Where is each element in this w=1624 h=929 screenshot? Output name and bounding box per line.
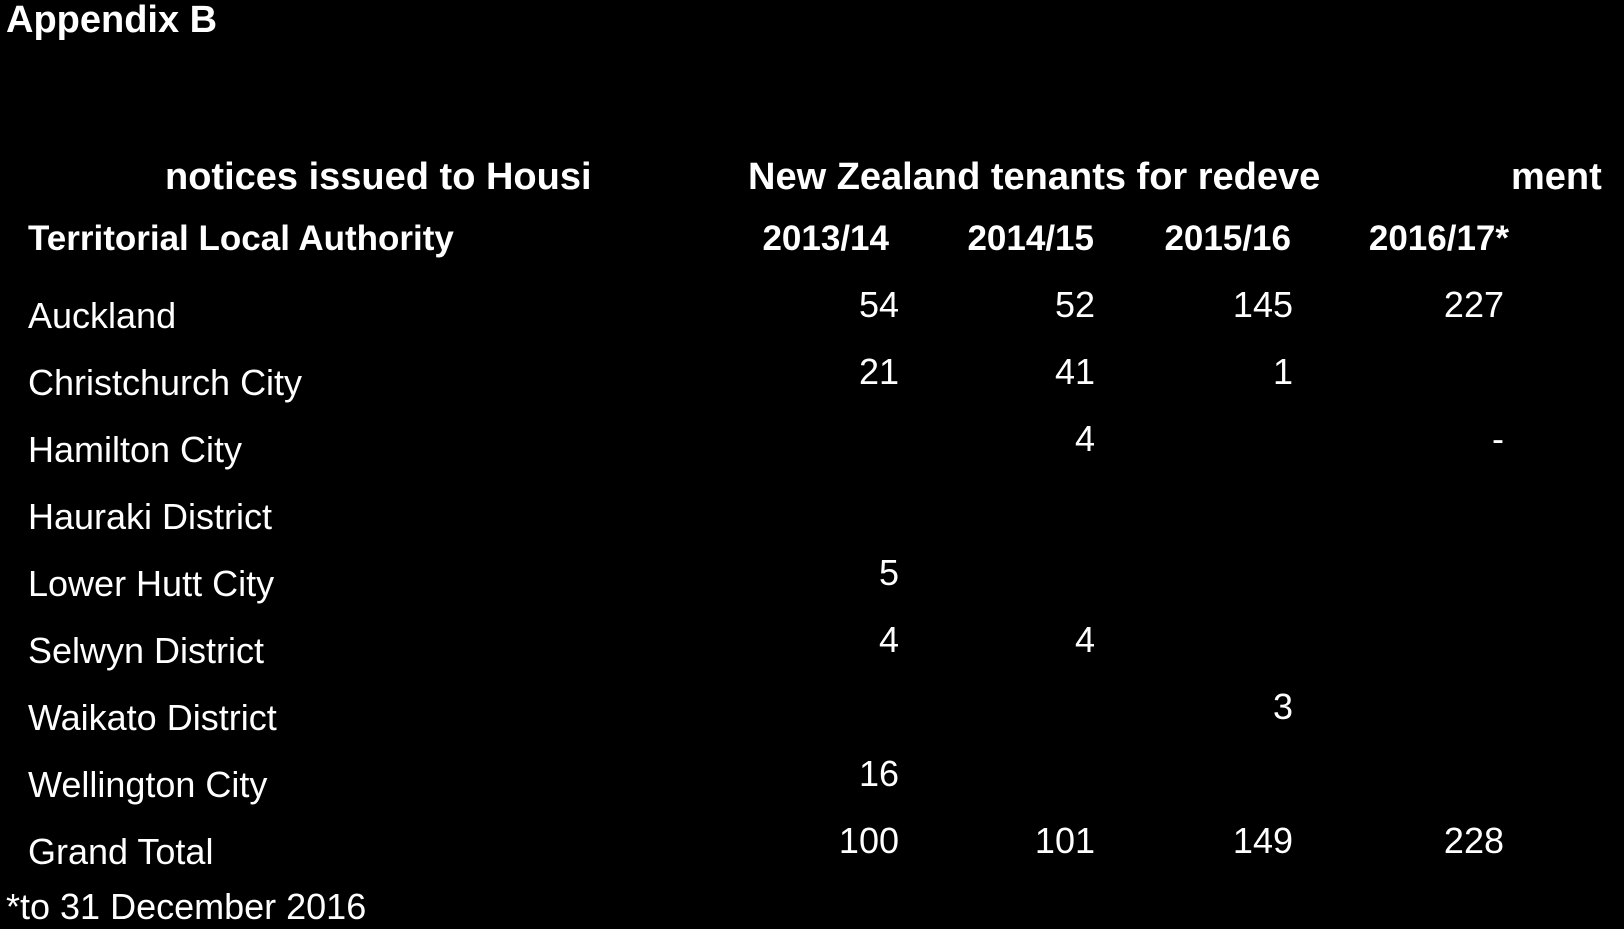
table-row: Selwyn District 4 4 [0, 618, 1624, 671]
row-label: Grand Total [28, 831, 214, 872]
footnote: *to 31 December 2016 [6, 886, 367, 927]
row-label: Auckland [28, 295, 177, 336]
row-label: Hauraki District [28, 496, 273, 537]
table-row: Hamilton City 4 - [0, 417, 1624, 470]
table-title-part-1: notices issued to Housi [165, 156, 592, 198]
cell-2014-15: 52 [1054, 284, 1095, 325]
row-label: Hamilton City [28, 429, 243, 470]
cell-2013-14: 100 [838, 820, 899, 861]
cell-2013-14: 16 [858, 753, 899, 794]
cell-2014-15: 101 [1034, 820, 1095, 861]
cell-2015-16: 145 [1232, 284, 1293, 325]
table-row: Wellington City 16 [0, 752, 1624, 805]
column-header-2015-16: 2015/16 [1164, 219, 1291, 258]
table-row: Hauraki District [0, 484, 1624, 537]
table-title-part-3: ment [1511, 156, 1602, 198]
row-label: Lower Hutt City [28, 563, 275, 604]
column-header-2013-14: 2013/14 [762, 219, 889, 258]
cell-2013-14: 4 [878, 619, 899, 660]
table-row-grand-total: Grand Total 100 101 149 228 [0, 819, 1624, 872]
cell-2014-15: 41 [1054, 351, 1095, 392]
cell-2014-15: 4 [1074, 418, 1095, 459]
appendix-heading: Appendix B [6, 0, 218, 41]
table-row: Waikato District 3 [0, 685, 1624, 738]
cell-2014-15: 4 [1074, 619, 1095, 660]
column-header-2016-17: 2016/17* [1368, 219, 1509, 258]
cell-2013-14: 5 [878, 552, 899, 593]
table-row: Auckland 54 52 145 227 [0, 283, 1624, 336]
cell-2016-17: 227 [1443, 284, 1504, 325]
table-row: Lower Hutt City 5 [0, 551, 1624, 604]
row-label: Christchurch City [28, 362, 303, 403]
cell-2016-17: - [1492, 418, 1504, 459]
row-label: Wellington City [28, 764, 268, 805]
column-header-territorial-local-authority: Territorial Local Authority [28, 219, 454, 258]
row-label: Waikato District [28, 697, 277, 738]
cell-2013-14: 54 [858, 284, 899, 325]
cell-2015-16: 149 [1232, 820, 1293, 861]
cell-2016-17: 228 [1443, 820, 1504, 861]
column-header-2014-15: 2014/15 [967, 219, 1094, 258]
row-label: Selwyn District [28, 630, 265, 671]
cell-2015-16: 3 [1272, 686, 1293, 727]
table-row: Christchurch City 21 41 1 [0, 350, 1624, 403]
cell-2013-14: 21 [858, 351, 899, 392]
cell-2015-16: 1 [1272, 351, 1293, 392]
table-title-part-2: New Zealand tenants for redeve [748, 156, 1321, 198]
